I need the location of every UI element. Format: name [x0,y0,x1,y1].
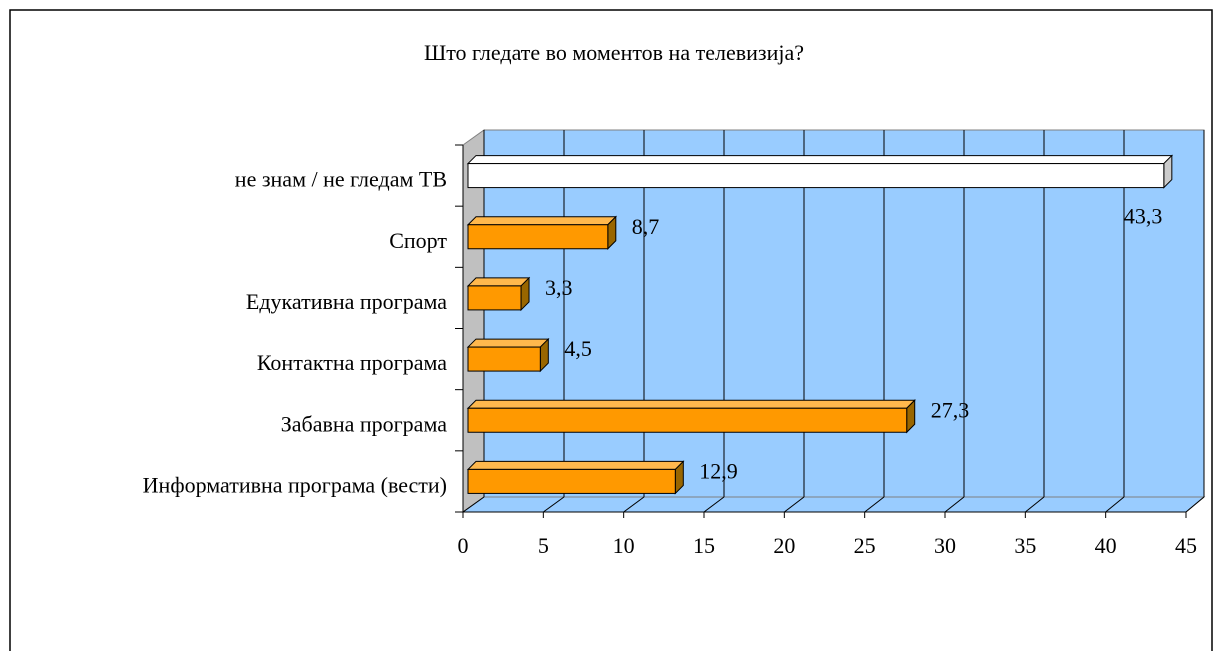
x-tick-label: 20 [773,533,795,558]
grid-line [784,496,805,513]
x-tick-label: 30 [934,533,956,558]
x-tick-label: 45 [1175,533,1197,558]
bar [467,163,1165,189]
bar-top [466,216,618,226]
y-tick-label: Едукативна програма [246,289,447,314]
y-tick-label: Забавна програма [281,411,448,436]
x-tick-label: 5 [538,533,549,558]
x-tick-label: 0 [458,533,469,558]
y-tick-label: Информативна програма (вести) [143,472,447,497]
value-label: 12,9 [699,458,738,483]
grid-line [1105,496,1125,513]
bar-top [466,155,1174,165]
value-label: 3,3 [545,275,573,300]
grid-line [944,496,965,513]
grid-line [864,496,885,513]
bar [467,224,609,250]
bar-top [466,338,550,348]
value-label: 27,3 [931,397,970,422]
bar [467,285,522,311]
chart-title: Што гледате во моментов на телевизија? [424,40,804,65]
grid-line [1025,496,1045,513]
value-label: 4,5 [564,336,592,361]
bar [467,407,908,433]
y-tick-label: не знам / не гледам ТВ [235,167,447,192]
bar [467,468,676,494]
x-tick-label: 25 [854,533,876,558]
y-tick-label: Контактна програма [257,350,447,375]
bar-top [466,277,531,287]
floor [461,496,1206,513]
grid-line [703,496,725,513]
grid-line [1185,496,1205,513]
bar-top [466,460,685,470]
x-tick-label: 40 [1095,533,1117,558]
grid-line [543,496,565,513]
grid-line [623,496,645,513]
x-tick-label: 15 [693,533,715,558]
value-label: 8,7 [632,214,660,239]
x-tick-label: 35 [1014,533,1036,558]
bar-top [466,399,916,409]
grid-line [462,496,485,513]
bar [467,346,541,372]
y-tick-label: Спорт [389,228,447,253]
value-label: 43,3 [1124,204,1163,229]
x-tick-label: 10 [613,533,635,558]
